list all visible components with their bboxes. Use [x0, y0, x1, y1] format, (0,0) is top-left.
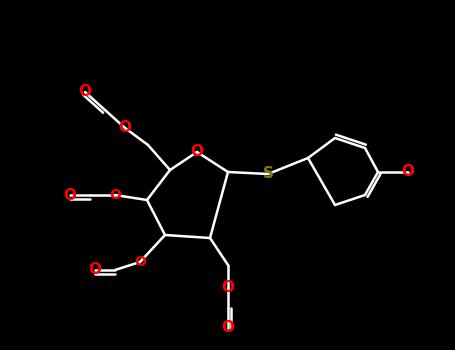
Text: O: O	[401, 164, 415, 180]
Text: O: O	[79, 84, 91, 99]
Text: O: O	[118, 120, 131, 135]
Text: O: O	[134, 255, 146, 269]
Text: S: S	[263, 167, 273, 182]
Text: O: O	[109, 188, 121, 202]
Text: O: O	[89, 262, 101, 278]
Text: O: O	[222, 280, 234, 295]
Text: O: O	[191, 145, 203, 160]
Text: O: O	[64, 188, 76, 203]
Text: O: O	[222, 321, 234, 336]
